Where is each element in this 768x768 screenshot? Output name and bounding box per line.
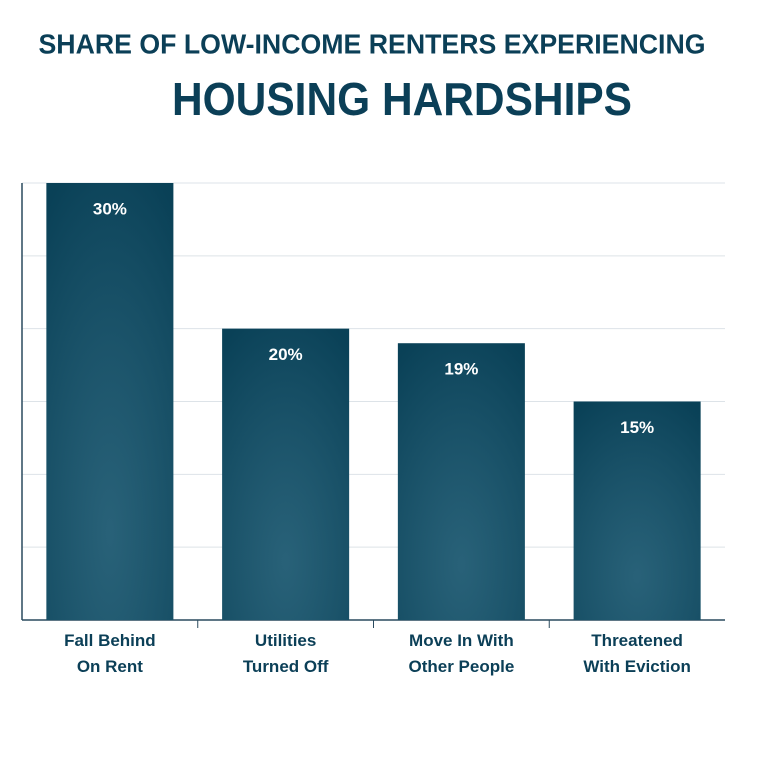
chart-subtitle: HOUSING HARDSHIPS (172, 73, 632, 125)
x-tick-label: Threatened With Eviction (583, 631, 691, 676)
value-label: 30% (93, 199, 127, 218)
x-tick-label: Fall Behind On Rent (64, 631, 156, 676)
chart-title: SHARE OF LOW-INCOME RENTERS EXPERIENCING (39, 28, 706, 59)
value-label: 20% (269, 345, 303, 364)
value-label: 19% (444, 360, 478, 379)
bar-shade (397, 343, 525, 620)
value-label: 15% (620, 418, 654, 437)
bar-shade (222, 328, 350, 620)
bar-shade (573, 401, 701, 620)
bar-shade (46, 183, 174, 620)
x-tick-label: Move In With Other People (408, 631, 515, 676)
x-tick-label: Utilities Turned Off (242, 631, 329, 676)
